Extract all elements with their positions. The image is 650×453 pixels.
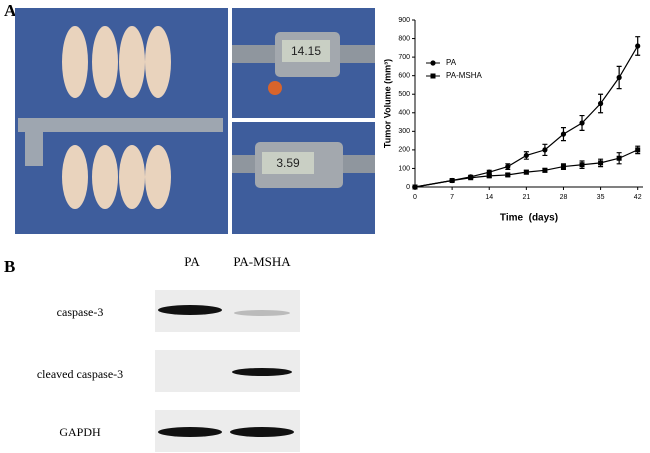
marker — [468, 175, 474, 181]
column-label: PA — [184, 254, 200, 269]
y-tick-label: 300 — [398, 128, 410, 135]
blot — [155, 290, 300, 452]
marker — [486, 173, 492, 179]
caliper-photo — [232, 8, 375, 234]
caliper-reading: 14.15 — [291, 44, 321, 58]
marker — [505, 163, 511, 170]
x-tick-label: 21 — [522, 194, 530, 201]
marker — [430, 73, 436, 79]
marker — [635, 147, 641, 153]
legend-label: PA-MSHA — [446, 71, 483, 80]
x-tick-label: 14 — [485, 194, 493, 201]
legend-label: PA — [446, 58, 457, 67]
x-tick-label: 0 — [413, 194, 417, 201]
marker — [523, 152, 529, 159]
panel-label: B — [4, 257, 15, 276]
marker — [579, 162, 585, 168]
x-tick-label: 28 — [560, 194, 568, 201]
marker — [598, 160, 604, 166]
row-label: GAPDH — [59, 425, 101, 439]
y-tick-label: 700 — [398, 54, 410, 61]
y-tick-label: 0 — [406, 184, 410, 191]
marker — [412, 184, 418, 190]
marker — [542, 147, 548, 153]
caliper-reading: 3.59 — [276, 156, 300, 170]
y-tick-label: 200 — [398, 147, 410, 154]
y-tick-label: 100 — [398, 165, 410, 172]
row-label: caspase-3 — [57, 305, 104, 319]
panel-label: A — [4, 1, 17, 20]
x-tick-label: 7 — [450, 194, 454, 201]
x-tick-label: 42 — [634, 194, 642, 201]
marker — [560, 131, 567, 137]
marker — [635, 43, 641, 49]
marker — [616, 155, 622, 161]
marker — [579, 120, 585, 126]
series-line — [414, 45, 639, 188]
row-label: cleaved caspase-3 — [37, 367, 123, 381]
series-line — [414, 149, 638, 188]
marker — [597, 100, 604, 107]
marker — [430, 60, 436, 66]
marker — [616, 74, 622, 81]
y-tick-label: 800 — [398, 35, 410, 42]
x-axis-label: Time (days) — [500, 213, 558, 224]
y-axis-label: Tumor Volume (mm³) — [382, 59, 392, 148]
y-tick-label: 900 — [398, 17, 410, 24]
marker — [560, 164, 566, 170]
marker — [523, 169, 529, 175]
column-label: PA-MSHA — [233, 254, 291, 269]
mice-photo — [15, 8, 228, 234]
marker — [542, 167, 548, 173]
y-tick-label: 500 — [398, 91, 410, 98]
y-tick-label: 400 — [398, 110, 410, 117]
marker — [505, 172, 511, 178]
y-tick-label: 600 — [398, 73, 410, 80]
x-tick-label: 35 — [597, 194, 605, 201]
marker — [449, 178, 455, 184]
